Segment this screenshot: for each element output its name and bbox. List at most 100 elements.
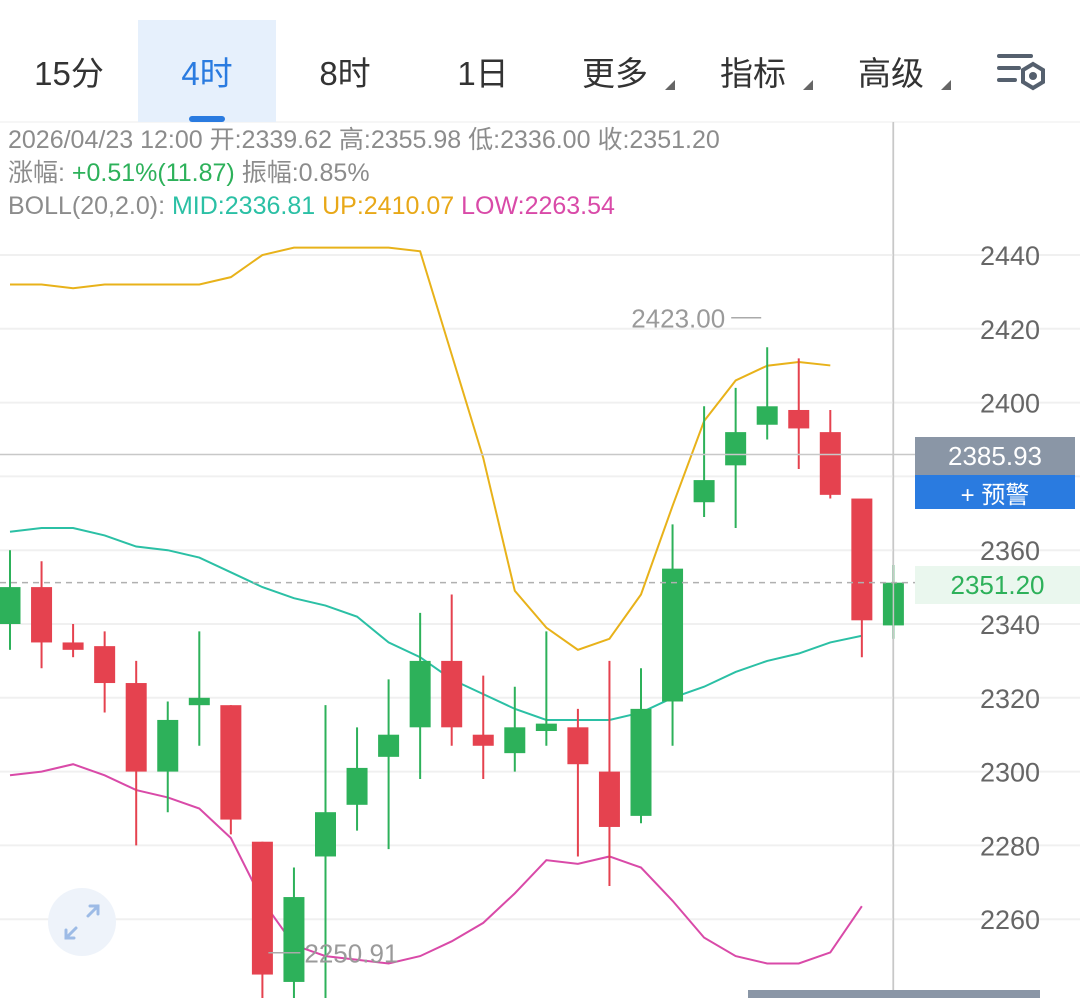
candle-body bbox=[472, 734, 494, 746]
boll-upper-line bbox=[10, 246, 831, 651]
candle-body bbox=[788, 409, 810, 429]
candle-body bbox=[851, 498, 873, 621]
candle bbox=[693, 406, 715, 517]
candle bbox=[125, 660, 147, 846]
tab-3[interactable]: 1日 bbox=[414, 20, 552, 122]
candle bbox=[62, 624, 84, 658]
min-price-label: 2250.91 bbox=[304, 939, 398, 969]
add-alert-button[interactable]: + 预警 bbox=[915, 475, 1075, 509]
candle-body bbox=[315, 812, 336, 857]
candle-body bbox=[630, 708, 652, 816]
candle bbox=[662, 524, 684, 746]
ohlc-info-panel: 2026/04/23 12:00 开:2339.62 高:2355.98 低:2… bbox=[8, 124, 720, 223]
last-price-tag: 2351.20 bbox=[915, 566, 1080, 604]
grid-layer bbox=[0, 121, 1080, 990]
candle bbox=[851, 498, 873, 658]
candle-body bbox=[441, 660, 463, 728]
datetime: 2026/04/23 12:00 bbox=[8, 126, 203, 154]
y-tick-label: 2320 bbox=[980, 684, 1040, 714]
y-tick-label: 2340 bbox=[980, 610, 1040, 640]
candle-body bbox=[535, 723, 557, 732]
candle bbox=[157, 701, 179, 813]
candle bbox=[94, 631, 116, 713]
low-label: 低: bbox=[468, 126, 501, 154]
chart-settings-icon[interactable] bbox=[995, 50, 1047, 94]
candle-body bbox=[283, 897, 305, 982]
boll-up: UP:2410.07 bbox=[322, 192, 454, 220]
boll-mid: MID:2336.81 bbox=[172, 192, 315, 220]
candle bbox=[535, 631, 557, 746]
candle bbox=[346, 727, 368, 831]
candle-body bbox=[220, 705, 242, 820]
candle-body bbox=[378, 734, 400, 757]
candle bbox=[409, 612, 431, 779]
candle-body bbox=[31, 587, 53, 643]
change-row: 涨幅: +0.51%(11.87) 振幅:0.85% bbox=[8, 157, 720, 190]
high-value: 2355.98 bbox=[370, 126, 462, 154]
dropdown-triangle-icon bbox=[941, 80, 951, 90]
close-label: 收: bbox=[597, 126, 630, 154]
candle-body bbox=[819, 432, 841, 495]
boll-low-label: LOW: bbox=[461, 192, 525, 220]
y-tick-label: 2300 bbox=[980, 758, 1040, 788]
scroll-indicator[interactable] bbox=[748, 990, 1040, 998]
boll-bands bbox=[9, 246, 863, 965]
tab-2[interactable]: 8时 bbox=[276, 20, 414, 122]
y-tick-label: 2360 bbox=[980, 536, 1040, 566]
candles bbox=[0, 347, 904, 998]
close-value: 2351.20 bbox=[629, 126, 720, 154]
candle bbox=[630, 668, 652, 824]
candle bbox=[725, 387, 747, 529]
candle-body bbox=[188, 697, 210, 706]
active-tab-indicator bbox=[189, 116, 225, 122]
boll-mid-line bbox=[9, 527, 863, 721]
candle-body bbox=[125, 683, 147, 772]
candle bbox=[567, 708, 589, 857]
candle-body bbox=[725, 432, 747, 466]
tab-label: 8时 bbox=[319, 55, 371, 92]
candle-body bbox=[94, 646, 116, 684]
boll-low: LOW:2263.54 bbox=[461, 192, 615, 220]
candle bbox=[220, 705, 242, 835]
boll-row: BOLL(20,2.0): MID:2336.81 UP:2410.07 LOW… bbox=[8, 190, 720, 223]
y-tick-label: 2280 bbox=[980, 831, 1040, 861]
candle bbox=[188, 631, 210, 746]
candle-body bbox=[598, 771, 620, 827]
boll-mid-label: MID: bbox=[171, 192, 225, 220]
tab-4[interactable]: 更多 bbox=[553, 20, 691, 122]
tab-label: 指标 bbox=[720, 55, 786, 92]
candle-body bbox=[157, 719, 179, 772]
candle-body bbox=[662, 568, 684, 702]
candle-body bbox=[346, 767, 368, 805]
change-value: +0.51%(11.87) bbox=[71, 159, 235, 187]
boll-label: BOLL(20,2.0): bbox=[8, 192, 166, 220]
tab-0[interactable]: 15分 bbox=[0, 20, 138, 122]
price-axis: 2440 2420 2400 2360 2340 2320 2300 2280 2260 bbox=[980, 241, 1040, 935]
boll-lower-line bbox=[9, 763, 863, 965]
tab-5[interactable]: 指标 bbox=[691, 20, 829, 122]
dropdown-triangle-icon bbox=[803, 80, 813, 90]
low-value: 2336.00 bbox=[500, 126, 591, 154]
candle-body bbox=[693, 480, 715, 503]
expand-icon[interactable] bbox=[48, 888, 116, 956]
high-label: 高: bbox=[338, 126, 371, 154]
dropdown-triangle-icon bbox=[665, 80, 675, 90]
tab-6[interactable]: 高级 bbox=[829, 20, 967, 122]
candle bbox=[788, 358, 810, 470]
candle-body bbox=[62, 642, 84, 650]
candle bbox=[251, 841, 273, 998]
max-price-label: 2423.00 bbox=[631, 304, 725, 334]
tab-1[interactable]: 4时 bbox=[138, 20, 276, 122]
boll-up-label: UP: bbox=[322, 192, 364, 220]
boll-up-value: 2410.07 bbox=[363, 192, 455, 220]
crosshair-price-tag: 2385.93 bbox=[915, 437, 1075, 475]
candle-body bbox=[504, 727, 526, 754]
y-tick-label: 2420 bbox=[980, 315, 1040, 345]
boll-mid-value: 2336.81 bbox=[224, 192, 316, 220]
candle bbox=[31, 561, 53, 669]
candle bbox=[283, 867, 305, 998]
candle bbox=[441, 594, 463, 746]
y-tick-label: 2260 bbox=[980, 905, 1040, 935]
tab-label: 更多 bbox=[582, 55, 648, 92]
